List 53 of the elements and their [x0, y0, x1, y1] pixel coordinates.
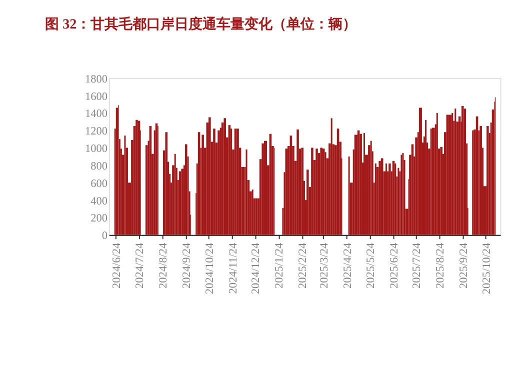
x-tick-label: 2025/3/24: [318, 242, 330, 289]
bar: [224, 118, 226, 235]
bar: [296, 130, 299, 235]
bar: [262, 143, 264, 235]
bar: [311, 148, 314, 235]
x-tick-label: 2024/9/24: [180, 242, 193, 289]
chart-title: 图 32：甘其毛都口岸日度通车量变化（单位：辆）: [45, 15, 357, 32]
bar: [208, 117, 211, 235]
bar: [202, 134, 204, 235]
x-tick-label: 2025/7/24: [411, 242, 424, 289]
y-tick-label: 0: [102, 230, 108, 242]
bar: [448, 114, 452, 235]
bar: [418, 108, 422, 235]
x-tick-label: 2024/11/24: [227, 242, 240, 294]
x-tick-label: 2024/7/24: [134, 242, 146, 289]
x-tick-label: 2025/10/24: [481, 242, 494, 294]
bar: [306, 170, 309, 235]
x-tick-label: 2024/12/24: [250, 242, 262, 294]
x-tick-label: 2025/2/24: [297, 242, 310, 289]
x-tick-label: 2024/10/24: [204, 242, 216, 294]
y-tick-label: 1400: [84, 108, 108, 120]
bar: [320, 148, 322, 235]
x-tick-label: 2025/8/24: [434, 242, 447, 289]
y-tick-label: 1000: [84, 143, 108, 156]
bar: [388, 163, 391, 235]
bar: [136, 120, 138, 235]
y-tick-label: 600: [90, 178, 108, 190]
x-tick-label: 2025/5/24: [364, 242, 377, 289]
x-tick-label: 2024/6/24: [111, 242, 124, 289]
bar: [316, 148, 318, 235]
bar: [354, 134, 358, 235]
bar: [213, 128, 216, 235]
x-tick-label: 2024/8/24: [157, 242, 170, 289]
x-tick-label: 2025/6/24: [388, 242, 400, 289]
bar: [486, 126, 489, 235]
y-tick-label: 200: [90, 212, 108, 225]
bar: [301, 148, 304, 235]
bar: [378, 160, 381, 235]
bar: [236, 128, 239, 235]
y-tick-label: 1600: [84, 90, 108, 103]
bar: [461, 106, 464, 235]
bar: [360, 134, 362, 235]
bar: [368, 145, 370, 235]
y-tick-label: 1200: [84, 126, 108, 138]
bar: [165, 132, 168, 235]
x-tick-label: 2025/4/24: [342, 242, 354, 289]
y-tick-label: 400: [90, 195, 108, 208]
bar: [184, 144, 188, 235]
bar: [264, 140, 268, 235]
x-tick-label: 2025/1/24: [274, 242, 286, 289]
x-tick-label: 2025/9/24: [458, 242, 470, 289]
y-tick-label: 1800: [84, 73, 108, 86]
y-tick-label: 800: [90, 160, 108, 172]
